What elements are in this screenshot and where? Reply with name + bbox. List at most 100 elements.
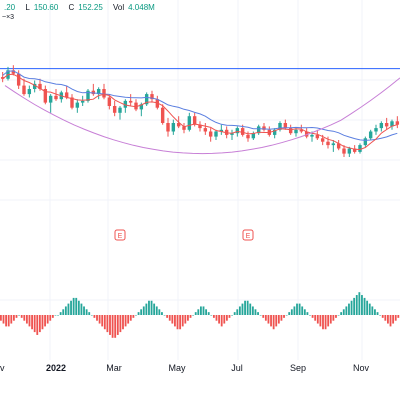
candle-body	[139, 104, 144, 110]
oscillator-bar	[109, 315, 111, 335]
candle-body	[320, 138, 325, 142]
candle-body	[16, 73, 21, 86]
candle-body	[310, 134, 314, 137]
oscillator-bar	[290, 309, 293, 315]
oscillator-bar	[166, 315, 169, 318]
oscillator-bar	[98, 315, 101, 324]
oscillator-bar	[2, 315, 5, 324]
oscillator-bar	[135, 315, 137, 316]
candle-body	[176, 123, 181, 127]
oscillator-bar	[90, 315, 93, 316]
candle-body	[80, 100, 85, 103]
oscillator-bar	[51, 315, 54, 318]
oscillator-bar	[353, 297, 356, 315]
oscillator-bar	[207, 312, 210, 315]
candle-body	[358, 145, 362, 152]
candle-body	[390, 121, 394, 127]
oscillator-bar	[340, 312, 343, 315]
candle-body	[208, 131, 213, 137]
candle-body	[27, 89, 32, 95]
candle-body	[198, 124, 202, 129]
candle-body	[224, 129, 229, 135]
oscillator-bar	[200, 306, 202, 315]
candle-body	[32, 83, 37, 89]
oscillator-bar	[394, 315, 397, 321]
oscillator-bar	[244, 300, 246, 315]
oscillator-bar	[122, 315, 124, 330]
oscillator-bar	[283, 315, 285, 318]
oscillator-bar	[119, 315, 122, 333]
oscillator-bar	[366, 300, 369, 315]
candle-body	[70, 97, 74, 108]
candle-body	[347, 148, 352, 154]
oscillator-bar	[187, 315, 189, 321]
earnings-marker[interactable]	[242, 229, 254, 241]
candle-body	[336, 143, 341, 149]
candle-body	[96, 89, 101, 95]
oscillator-bar	[80, 303, 83, 315]
earnings-marker[interactable]	[114, 229, 126, 241]
oscillator-bar	[257, 312, 259, 315]
oscillator-bar	[44, 315, 46, 327]
candle-body	[0, 77, 5, 79]
oscillator-bar	[161, 312, 163, 315]
candle-body	[214, 131, 218, 137]
oscillator-bar	[158, 309, 161, 315]
oscillator-bar	[67, 303, 70, 315]
candle-body	[102, 89, 106, 98]
candle-body	[374, 128, 378, 132]
oscillator-bar	[332, 315, 335, 321]
oscillator-bar	[275, 315, 278, 327]
oscillator-bar	[189, 315, 192, 318]
candle-body	[352, 148, 357, 152]
oscillator-bar	[342, 309, 345, 315]
oscillator-bar	[28, 315, 31, 327]
readout-volume: Vol 4.048M	[113, 3, 155, 12]
candle-body	[230, 133, 234, 135]
candle-body	[192, 116, 197, 125]
oscillator-bar	[251, 306, 254, 315]
oscillator-bar	[106, 315, 109, 333]
candle-body	[326, 141, 330, 146]
candles-layer	[0, 65, 400, 157]
oscillator-bar	[218, 315, 220, 324]
oscillator-bar	[220, 315, 223, 327]
candle-body	[368, 131, 373, 139]
oscillator-bar	[0, 315, 2, 321]
oscillator-bar	[314, 315, 317, 321]
candle-body	[86, 90, 90, 101]
candle-body	[278, 123, 282, 130]
oscillator-bar	[163, 315, 166, 316]
oscillator-bar	[176, 315, 179, 330]
oscillator-bar	[212, 315, 215, 318]
corner-mark: ~×3	[2, 14, 15, 21]
oscillator-bar	[77, 300, 80, 315]
oscillator-bar	[5, 315, 8, 327]
oscillator-bar	[348, 303, 350, 315]
oscillator-bar	[322, 315, 324, 330]
x-tick-label: Nov	[353, 363, 370, 373]
oscillator-bar	[124, 315, 127, 327]
candle-body	[240, 128, 245, 135]
oscillator-bar	[36, 315, 39, 335]
oscillator-bar	[324, 315, 327, 330]
oscillator-bar	[12, 315, 15, 321]
oscillator-bar	[155, 306, 158, 315]
oscillator-bar	[249, 303, 252, 315]
candle-body	[112, 106, 117, 113]
x-tick-label: Jul	[231, 363, 243, 373]
readout-open: .20	[4, 3, 16, 12]
oscillator-bar	[301, 306, 304, 315]
candle-body	[342, 148, 346, 154]
oscillator-bar	[129, 315, 132, 321]
candle-body	[128, 100, 133, 103]
oscillator-bar	[181, 315, 184, 327]
oscillator-bar	[389, 315, 392, 327]
candle-body	[166, 123, 170, 132]
oscillator-bar	[145, 303, 148, 315]
oscillator-bar	[387, 315, 389, 324]
oscillator-bar	[371, 306, 374, 315]
oscillator-bar	[288, 312, 291, 315]
oscillator-bar	[38, 315, 41, 333]
grid-layer	[0, 0, 400, 360]
